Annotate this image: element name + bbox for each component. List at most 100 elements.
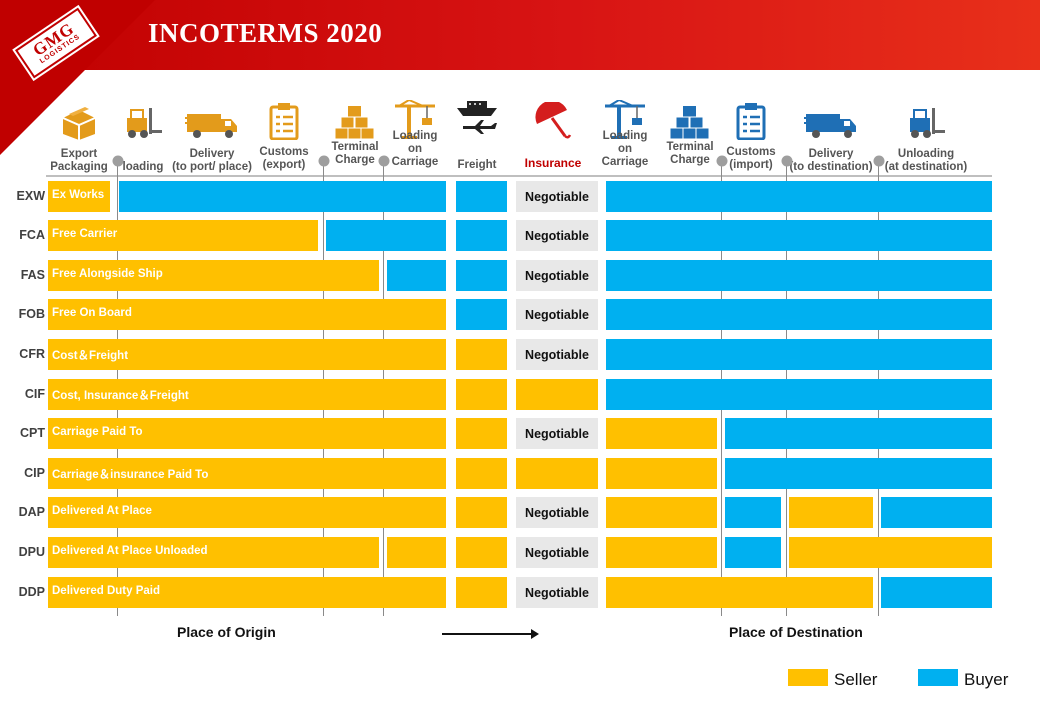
column-header: Export Packaging (50, 148, 108, 173)
seller-bar (516, 458, 598, 489)
seller-bar (48, 497, 446, 528)
ship-plane-icon (455, 96, 499, 145)
incoterm-code: CIP (24, 466, 45, 480)
column-header: Terminal Charge (666, 141, 714, 166)
column-header: loading (122, 161, 164, 173)
seller-bar (456, 339, 507, 370)
seller-bar (48, 418, 446, 449)
incoterm-code: FAS (20, 268, 45, 282)
column-header: Customs (import) (726, 146, 776, 171)
buyer-bar (725, 418, 992, 449)
negotiable-cell: Negotiable (516, 260, 598, 291)
legend-seller-swatch (788, 669, 828, 686)
buyer-bar (606, 220, 992, 251)
buyer-bar (456, 220, 507, 251)
column-header: Delivery (to port/ place) (172, 148, 252, 173)
incoterm-name: Cost, Insurance＆Freight (52, 390, 189, 402)
legend-seller-label: Seller (834, 670, 878, 689)
seller-bar (606, 537, 717, 568)
seller-bar (48, 458, 446, 489)
buyer-bar (881, 497, 992, 528)
clipboard-icon (268, 102, 300, 145)
header-banner (0, 0, 1040, 70)
place-of-destination: Place of Destination (729, 624, 863, 640)
negotiable-cell: Negotiable (516, 181, 598, 212)
seller-bar (456, 497, 507, 528)
incoterm-code: EXW (16, 189, 45, 203)
incoterm-name: Carriage Paid To (52, 426, 143, 438)
negotiable-cell: Negotiable (516, 497, 598, 528)
buyer-bar (725, 537, 781, 568)
seller-bar (456, 379, 507, 410)
incoterm-code: CIF (24, 387, 45, 401)
column-header: Insurance (524, 156, 582, 170)
column-header: Customs (export) (259, 146, 309, 171)
incoterm-code: FOB (18, 307, 45, 321)
divider-dot (112, 155, 123, 167)
truck-icon (185, 110, 239, 145)
seller-bar (48, 181, 110, 212)
seller-bar (456, 577, 507, 608)
incoterm-name: Free On Board (52, 307, 132, 319)
arrow-icon (442, 629, 539, 639)
buyer-bar (456, 181, 507, 212)
place-of-origin: Place of Origin (177, 624, 276, 640)
buyer-bar (606, 379, 992, 410)
seller-bar (48, 260, 379, 291)
buyer-bar (456, 299, 507, 330)
boxes-icon (59, 104, 99, 145)
seller-bar (606, 418, 717, 449)
forklift-icon (123, 104, 163, 145)
crane-icon (603, 99, 647, 145)
seller-bar (48, 339, 446, 370)
column-header: Freight (457, 159, 497, 171)
seller-bar (48, 577, 446, 608)
seller-bar (48, 379, 446, 410)
seller-bar (456, 537, 507, 568)
forklift-icon (906, 104, 946, 145)
legend-buyer-label: Buyer (964, 670, 1009, 689)
incoterm-code: CFR (19, 347, 45, 361)
column-header: Delivery (to destination) (789, 148, 873, 173)
incoterm-code: DPU (18, 545, 45, 559)
truck-icon (804, 110, 858, 145)
clipboard-icon (735, 102, 767, 145)
divider-dot (873, 155, 884, 167)
seller-bar (789, 497, 873, 528)
negotiable-cell: Negotiable (516, 339, 598, 370)
incoterm-name: Ex Works (52, 189, 105, 201)
page-title: INCOTERMS 2020 (148, 18, 383, 48)
seller-bar (606, 497, 717, 528)
buyer-bar (606, 260, 992, 291)
divider-dot (378, 155, 389, 167)
incoterm-name: Delivered At Place Unloaded (52, 545, 208, 557)
seller-bar (606, 577, 873, 608)
column-header: Unloading (at destination) (884, 148, 968, 173)
negotiable-cell: Negotiable (516, 577, 598, 608)
buyer-bar (119, 181, 446, 212)
incoterm-name: Carriage＆insurance Paid To (52, 469, 209, 481)
seller-bar (48, 299, 446, 330)
buyer-bar (456, 260, 507, 291)
negotiable-cell: Negotiable (516, 299, 598, 330)
header-divider (46, 175, 992, 177)
seller-bar (606, 458, 717, 489)
column-header: Loading on Carriage (391, 130, 439, 168)
column-header: Terminal Charge (331, 141, 379, 166)
buyer-bar (606, 181, 992, 212)
divider-dot (781, 155, 792, 167)
incoterm-code: CPT (20, 426, 45, 440)
buyer-bar (606, 299, 992, 330)
seller-bar (456, 458, 507, 489)
incoterm-name: Delivered At Place (52, 505, 152, 517)
seller-bar (516, 379, 598, 410)
seller-bar (48, 220, 318, 251)
umbrella-icon (533, 100, 573, 145)
incoterm-code: DAP (18, 505, 45, 519)
stacked-boxes-icon (334, 104, 375, 145)
negotiable-cell: Negotiable (516, 418, 598, 449)
buyer-bar (606, 339, 992, 370)
seller-bar (387, 537, 446, 568)
incoterm-name: Free Carrier (52, 228, 118, 240)
buyer-bar (725, 497, 781, 528)
